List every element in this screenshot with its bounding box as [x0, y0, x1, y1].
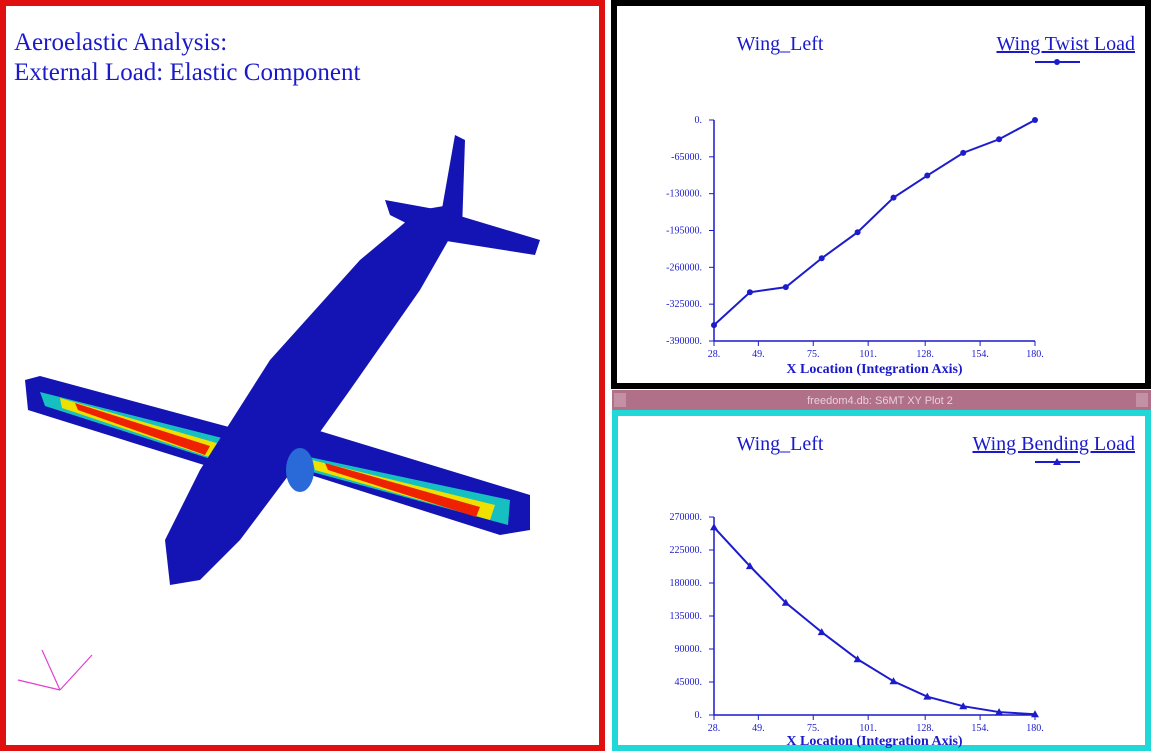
- data-marker: [924, 173, 930, 179]
- y-tick-label: 225000.: [670, 545, 703, 556]
- y-tick-label: 270000.: [670, 512, 703, 523]
- x-tick-label: 154.: [971, 349, 989, 360]
- view-title: External Load: Elastic Component: [14, 59, 360, 86]
- y-tick-label: 135000.: [670, 611, 703, 622]
- x-tick-label: 49.: [752, 349, 765, 360]
- window-button[interactable]: [614, 393, 626, 407]
- x-tick-label: 180.: [1026, 349, 1044, 360]
- screen: Aeroelastic Analysis: External Load: Ela…: [0, 0, 1151, 751]
- data-marker: [855, 229, 861, 235]
- y-tick-label: -390000.: [666, 336, 702, 347]
- data-marker: [1032, 117, 1038, 123]
- x-tick-label: 180.: [1026, 723, 1044, 734]
- x-tick-label: 128.: [916, 723, 934, 734]
- x-tick-label: 28.: [708, 723, 721, 734]
- window-button[interactable]: [1136, 393, 1148, 407]
- y-tick-label: -65000.: [671, 152, 702, 163]
- legend-label: Wing Bending Load: [973, 433, 1136, 455]
- data-marker: [996, 136, 1002, 142]
- x-axis-label: X Location (Integration Axis): [786, 734, 963, 749]
- data-marker: [960, 150, 966, 156]
- y-tick-label: 45000.: [675, 677, 703, 688]
- y-tick-label: 0.: [695, 710, 703, 721]
- data-marker: [891, 195, 897, 201]
- x-tick-label: 49.: [752, 723, 765, 734]
- view-title: Aeroelastic Analysis:: [14, 29, 227, 56]
- y-tick-label: -260000.: [666, 262, 702, 273]
- y-tick-label: 0.: [695, 115, 703, 126]
- y-tick-label: -130000.: [666, 189, 702, 200]
- x-tick-label: 28.: [708, 349, 721, 360]
- x-tick-label: 101.: [859, 723, 877, 734]
- y-tick-label: -325000.: [666, 299, 702, 310]
- y-tick-label: -195000.: [666, 226, 702, 237]
- y-tick-label: 180000.: [670, 578, 703, 589]
- x-tick-label: 154.: [971, 723, 989, 734]
- data-marker: [711, 322, 717, 328]
- page: Aeroelastic Analysis: External Load: Ela…: [0, 0, 1151, 751]
- x-axis-label: X Location (Integration Axis): [786, 362, 963, 377]
- data-marker: [1054, 59, 1060, 65]
- x-tick-label: 101.: [859, 349, 877, 360]
- subtitle: Wing_Left: [737, 433, 824, 455]
- window-title: freedom4.db: S6MT XY Plot 2: [807, 395, 953, 407]
- legend-label: Wing Twist Load: [996, 33, 1135, 55]
- x-tick-label: 75.: [807, 349, 820, 360]
- data-marker: [747, 289, 753, 295]
- subtitle: Wing_Left: [737, 33, 824, 55]
- y-tick-label: 90000.: [675, 644, 703, 655]
- data-marker: [819, 255, 825, 261]
- data-marker: [783, 284, 789, 290]
- x-tick-label: 75.: [807, 723, 820, 734]
- x-tick-label: 128.: [916, 349, 934, 360]
